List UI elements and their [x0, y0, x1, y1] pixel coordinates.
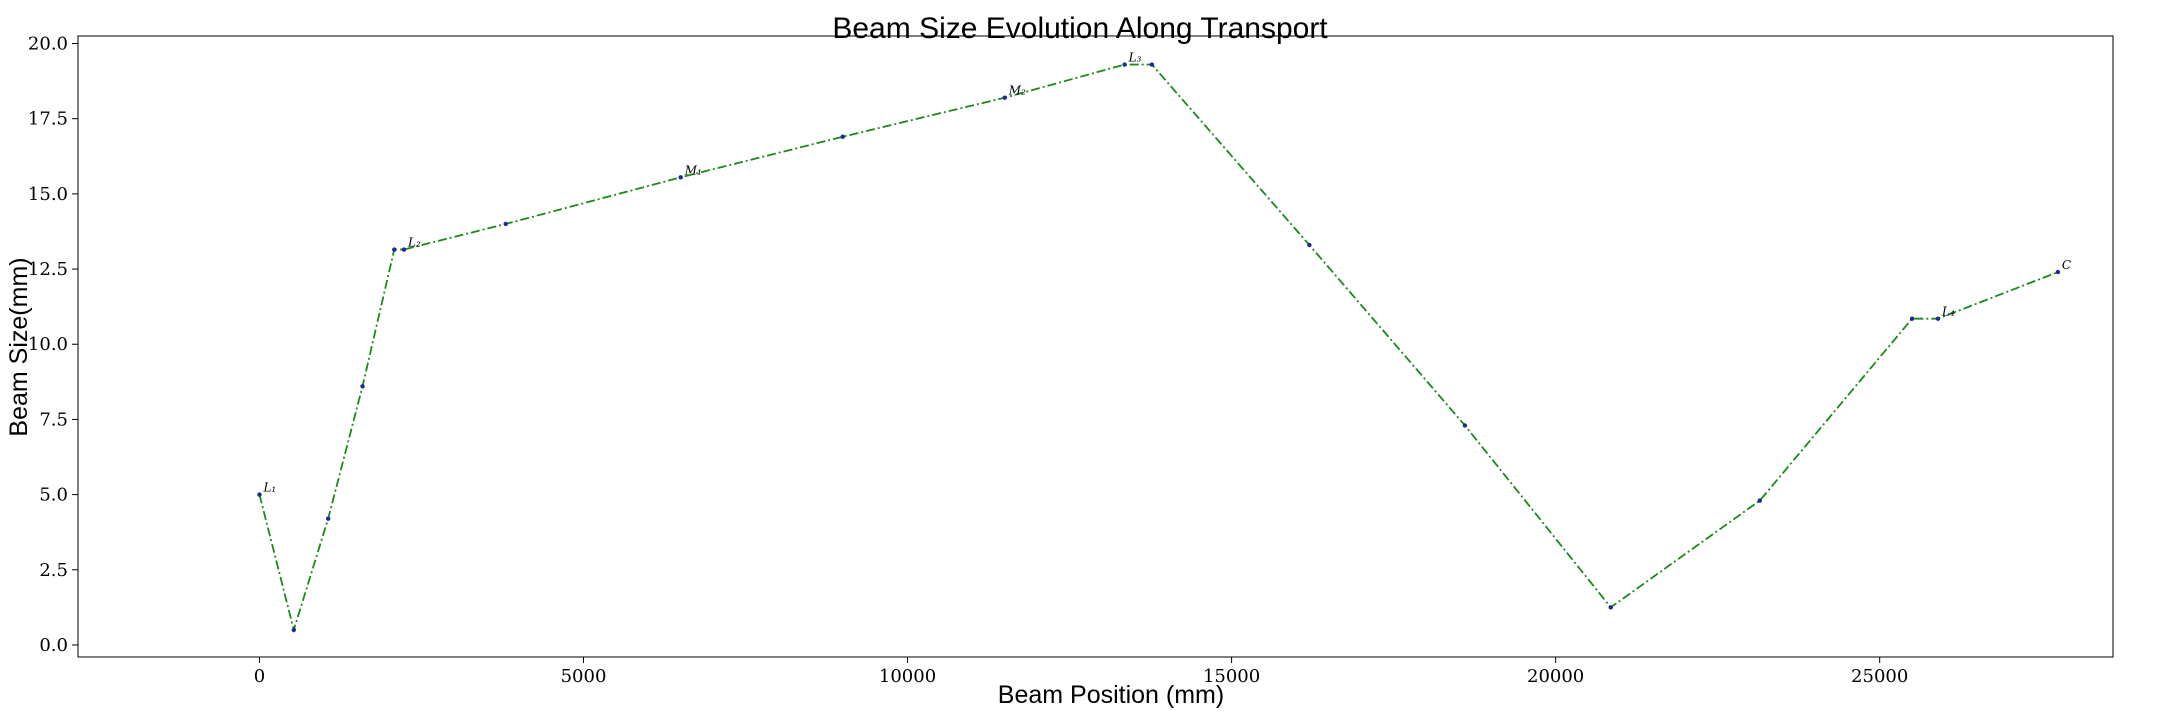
data-point	[1149, 62, 1155, 67]
y-tick-label: 0.0	[39, 635, 68, 656]
x-tick-label: 10000	[879, 666, 936, 687]
y-tick-label: 15.0	[28, 184, 68, 205]
y-tick-label: 10.0	[28, 334, 68, 355]
element-label: L₁	[262, 481, 276, 495]
series-marks	[257, 62, 2061, 634]
beam-size-line	[258, 63, 2059, 634]
y-tick-label: 17.5	[28, 109, 68, 130]
data-point	[503, 221, 508, 227]
element-label: L₃	[1128, 51, 1142, 65]
x-tick-label: 15000	[1203, 666, 1260, 687]
x-tick-label: 5000	[561, 666, 607, 687]
data-point	[392, 247, 397, 252]
plot-frame	[77, 35, 2114, 658]
data-point	[1935, 316, 1941, 321]
element-label: L₂	[407, 236, 421, 250]
y-axis-label: Beam Size(mm)	[5, 257, 33, 436]
data-point	[360, 384, 365, 389]
data-point	[401, 247, 407, 252]
element-label: M₁	[684, 163, 702, 177]
data-point	[325, 516, 331, 521]
y-tick-label: 12.5	[28, 259, 68, 280]
element-label: C	[2062, 258, 2071, 272]
data-point	[257, 492, 262, 497]
annotations: L₁ L₂ M₁ M₂ L₃ L₄ C	[262, 51, 2071, 495]
x-tick-label: 20000	[1527, 666, 1584, 687]
element-label: L₄	[1941, 305, 1955, 319]
axis-ticks: 0 5000 10000 15000 20000 25000 0.0 2.5 5.0 7.5 10.…	[28, 34, 1908, 687]
data-point	[291, 627, 297, 633]
y-tick-label: 2.5	[39, 560, 68, 581]
x-axis-label: Beam Position (mm)	[998, 681, 1224, 709]
data-point	[1909, 316, 1915, 321]
data-point	[1122, 62, 1127, 67]
data-point	[1002, 95, 1007, 100]
data-point	[678, 175, 683, 180]
chart-title: Beam Size Evolution Along Transport	[832, 12, 1328, 45]
data-point	[2055, 269, 2061, 275]
data-point	[1608, 605, 1613, 610]
x-tick-label: 0	[254, 666, 265, 687]
data-point	[1462, 423, 1468, 428]
x-tick-label: 25000	[1851, 666, 1908, 687]
y-tick-label: 20.0	[28, 34, 68, 55]
y-tick-label: 7.5	[39, 409, 68, 430]
element-label: M₂	[1008, 84, 1026, 98]
y-tick-label: 5.0	[39, 485, 68, 506]
data-point	[1757, 498, 1762, 503]
data-point	[1307, 242, 1312, 248]
data-point	[840, 134, 845, 139]
